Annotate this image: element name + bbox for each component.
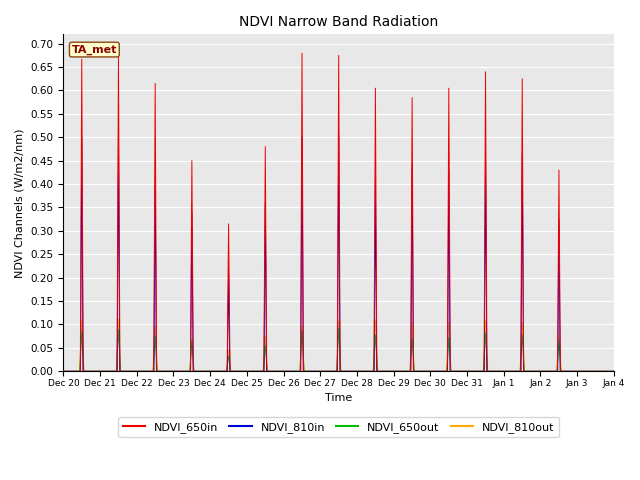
Text: TA_met: TA_met	[72, 45, 117, 55]
Legend: NDVI_650in, NDVI_810in, NDVI_650out, NDVI_810out: NDVI_650in, NDVI_810in, NDVI_650out, NDV…	[118, 417, 559, 437]
Y-axis label: NDVI Channels (W/m2/nm): NDVI Channels (W/m2/nm)	[15, 128, 25, 277]
Title: NDVI Narrow Band Radiation: NDVI Narrow Band Radiation	[239, 15, 438, 29]
X-axis label: Time: Time	[325, 394, 352, 404]
